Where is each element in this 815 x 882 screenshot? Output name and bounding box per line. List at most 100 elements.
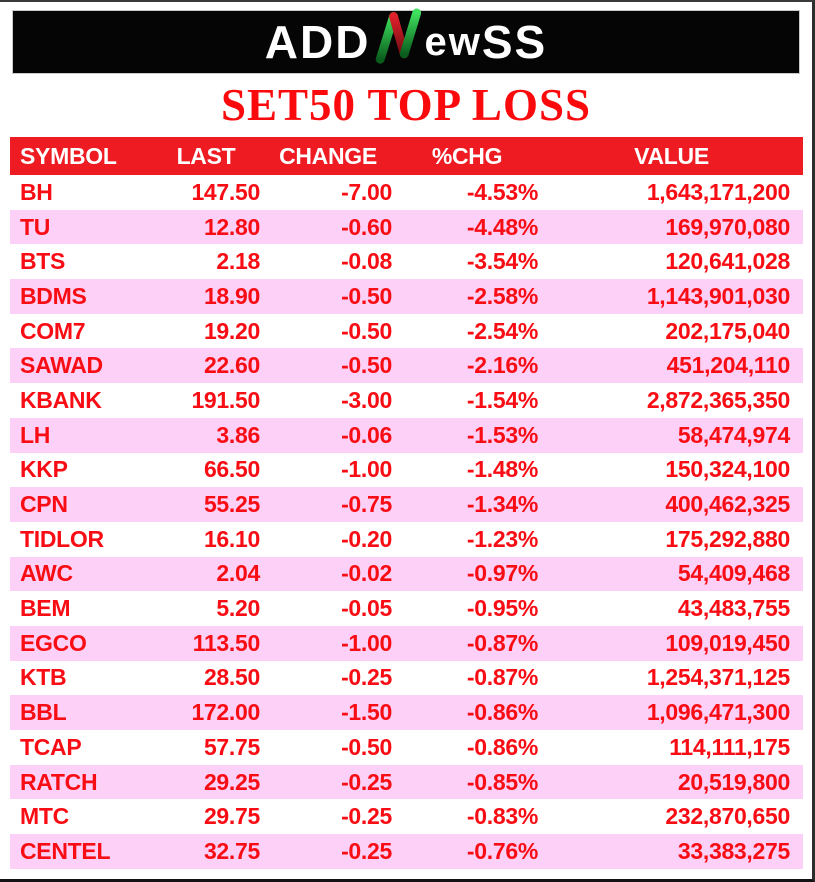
symbol-cell: LH <box>20 421 51 448</box>
change-cell: -0.25 <box>341 837 392 864</box>
last-cell: 29.25 <box>203 768 260 795</box>
change-cell: -0.20 <box>341 525 392 552</box>
last-cell: 19.20 <box>203 317 260 344</box>
change-cell: -3.00 <box>341 386 392 413</box>
table-row: KKP 66.50 -1.00 -1.48% 150,324,100 <box>10 452 803 488</box>
table-row: CENTEL 32.75 -0.25 -0.76% 33,383,275 <box>10 834 803 869</box>
change-cell: -0.02 <box>341 560 392 587</box>
value-cell: 169,970,080 <box>665 213 790 240</box>
change-cell: -0.05 <box>341 595 392 622</box>
table-row: CPN 55.25 -0.75 -1.34% 400,462,325 <box>10 487 803 522</box>
symbol-cell: BEM <box>20 595 71 622</box>
change-cell: -0.25 <box>341 768 392 795</box>
value-cell: 400,462,325 <box>665 491 790 518</box>
value-cell: 1,643,171,200 <box>646 178 790 205</box>
pct-chg-cell: -4.53% <box>466 178 538 205</box>
pct-chg-cell: -4.48% <box>466 213 538 240</box>
table-body: BH 147.50 -7.00 -4.53% 1,643,171,200 TU 12.80 -… <box>10 175 803 869</box>
symbol-cell: BDMS <box>20 282 87 309</box>
last-cell: 66.50 <box>203 456 260 483</box>
symbol-cell: KBANK <box>20 386 102 413</box>
pct-chg-cell: -0.95% <box>466 595 538 622</box>
logo-text-add: ADD <box>264 16 371 68</box>
value-cell: 114,111,175 <box>669 733 790 760</box>
table-row: COM7 19.20 -0.50 -2.54% 202,175,040 <box>10 313 803 349</box>
pct-chg-cell: -1.48% <box>466 456 538 483</box>
symbol-cell: BBL <box>20 699 67 726</box>
pct-chg-cell: -0.97% <box>466 560 538 587</box>
value-cell: 120,641,028 <box>665 248 790 275</box>
change-cell: -0.25 <box>341 803 392 830</box>
pct-chg-cell: -0.86% <box>466 733 538 760</box>
top-loss-table: SYMBOL LAST CHANGE %CHG VALUE BH 147.50 -7… <box>10 137 803 869</box>
table-row: TIDLOR 16.10 -0.20 -1.23% 175,292,880 <box>10 521 803 557</box>
value-cell: 1,143,901,030 <box>646 282 790 309</box>
value-cell: 175,292,880 <box>665 525 790 552</box>
change-cell: -0.06 <box>341 421 392 448</box>
pct-chg-cell: -2.54% <box>466 317 538 344</box>
last-cell: 29.75 <box>203 803 260 830</box>
pct-chg-cell: -1.54% <box>466 386 538 413</box>
change-cell: -0.75 <box>341 491 392 518</box>
table-row: BDMS 18.90 -0.50 -2.58% 1,143,901,030 <box>10 279 803 314</box>
change-cell: -1.50 <box>341 699 392 726</box>
column-header-value: VALUE <box>634 142 709 169</box>
symbol-cell: RATCH <box>20 768 98 795</box>
table-row: KBANK 191.50 -3.00 -1.54% 2,872,365,350 <box>10 383 803 418</box>
change-cell: -0.50 <box>341 352 392 379</box>
change-cell: -0.50 <box>341 733 392 760</box>
symbol-cell: SAWAD <box>20 352 103 379</box>
column-header-symbol: SYMBOL <box>20 142 117 169</box>
value-cell: 58,474,974 <box>677 421 790 448</box>
table-row: BEM 5.20 -0.05 -0.95% 43,483,755 <box>10 591 803 626</box>
value-cell: 33,383,275 <box>677 837 790 864</box>
last-cell: 113.50 <box>192 629 261 656</box>
last-cell: 2.04 <box>216 560 260 587</box>
symbol-cell: CENTEL <box>20 837 111 864</box>
value-cell: 109,019,450 <box>665 629 790 656</box>
value-cell: 451,204,110 <box>666 352 791 379</box>
title-area: SET50 TOP LOSS <box>0 74 812 137</box>
column-header-last: LAST <box>176 142 236 169</box>
table-row: BBL 172.00 -1.50 -0.86% 1,096,471,300 <box>10 695 803 730</box>
last-cell: 28.50 <box>203 664 260 691</box>
value-cell: 54,409,468 <box>677 560 790 587</box>
table-row: MTC 29.75 -0.25 -0.83% 232,870,650 <box>10 799 803 835</box>
table-row: KTB 28.50 -0.25 -0.87% 1,254,371,125 <box>10 660 803 696</box>
symbol-cell: EGCO <box>20 629 87 656</box>
symbol-cell: KKP <box>20 456 68 483</box>
logo-text-ss: SS <box>481 16 548 68</box>
last-cell: 2.18 <box>216 248 260 275</box>
table-row: TU 12.80 -0.60 -4.48% 169,970,080 <box>10 209 803 245</box>
last-cell: 32.75 <box>203 837 260 864</box>
table-header-row: SYMBOL LAST CHANGE %CHG VALUE <box>10 137 803 175</box>
last-cell: 57.75 <box>203 733 260 760</box>
brand-banner: ADD <box>12 8 800 74</box>
table-row: BTS 2.18 -0.08 -3.54% 120,641,028 <box>10 244 803 280</box>
last-cell: 12.80 <box>203 213 260 240</box>
symbol-cell: TCAP <box>20 733 82 760</box>
change-cell: -0.50 <box>341 317 392 344</box>
pct-chg-cell: -0.83% <box>466 803 538 830</box>
logo-text-e: e <box>424 20 449 64</box>
table-row: BH 147.50 -7.00 -4.53% 1,643,171,200 <box>10 175 803 210</box>
value-cell: 1,096,471,300 <box>646 699 790 726</box>
last-cell: 191.50 <box>191 386 260 413</box>
last-cell: 22.60 <box>203 352 260 379</box>
pct-chg-cell: -0.86% <box>466 699 538 726</box>
pct-chg-cell: -1.53% <box>466 421 538 448</box>
last-cell: 3.86 <box>216 421 260 448</box>
page-title: SET50 TOP LOSS <box>220 80 592 130</box>
last-cell: 18.90 <box>203 282 260 309</box>
last-cell: 147.50 <box>191 178 260 205</box>
symbol-cell: MTC <box>20 803 69 830</box>
change-cell: -0.25 <box>341 664 392 691</box>
symbol-cell: AWC <box>20 560 73 587</box>
value-cell: 202,175,040 <box>665 317 790 344</box>
logo-candlestick-n-icon <box>376 8 422 64</box>
value-cell: 232,870,650 <box>665 803 790 830</box>
value-cell: 20,519,800 <box>677 768 790 795</box>
value-cell: 1,254,371,125 <box>646 664 790 691</box>
change-cell: -1.00 <box>341 629 392 656</box>
